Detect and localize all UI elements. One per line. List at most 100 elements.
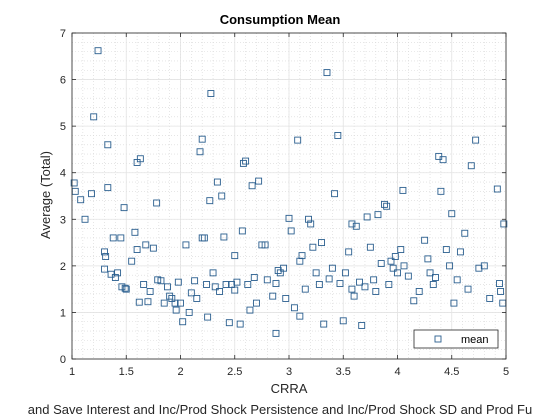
data-point [90, 113, 98, 121]
data-point [177, 299, 184, 307]
data-point [182, 241, 190, 249]
data-point [250, 274, 258, 281]
data-point [309, 243, 317, 251]
data-point [218, 192, 226, 200]
data-point [323, 69, 331, 77]
data-point [350, 292, 358, 300]
data-point [315, 281, 323, 288]
data-point [432, 274, 439, 281]
data-point [198, 234, 206, 242]
data-point [296, 257, 304, 265]
data-point [140, 281, 148, 288]
data-point [287, 227, 295, 235]
y-tick-label: 3 [60, 214, 66, 226]
y-tick-label: 1 [60, 307, 66, 319]
data-point [301, 285, 309, 293]
data-point [448, 210, 456, 218]
data-point [104, 141, 112, 149]
data-point [391, 253, 399, 260]
data-point [222, 281, 230, 288]
data-point [142, 241, 150, 249]
data-point [131, 228, 139, 236]
data-point [493, 185, 501, 193]
data-point [500, 220, 508, 228]
x-tick-label: 1.5 [119, 366, 134, 378]
data-point [88, 190, 95, 198]
data-point [70, 179, 78, 187]
data-point [429, 281, 437, 288]
data-point [421, 236, 429, 244]
data-point [334, 132, 342, 139]
data-point [331, 190, 339, 198]
data-point [415, 288, 423, 295]
data-point [203, 281, 210, 288]
data-point [467, 162, 475, 170]
data-point [133, 246, 141, 254]
data-point [361, 283, 369, 291]
data-point [274, 267, 282, 274]
data-point [174, 278, 182, 286]
data-point [305, 215, 312, 223]
data-point [252, 299, 260, 307]
data-point [280, 264, 288, 272]
data-point [233, 278, 241, 286]
data-point [341, 269, 349, 277]
data-point [356, 278, 363, 286]
data-point [225, 319, 233, 327]
data-point [370, 276, 378, 284]
data-point [171, 299, 179, 307]
x-tick-label: 2.5 [227, 366, 242, 378]
data-point [399, 186, 407, 194]
data-point [372, 288, 380, 295]
data-point [377, 260, 385, 267]
data-point [442, 246, 450, 254]
x-tick-label: 1 [69, 366, 75, 378]
data-point [294, 136, 302, 144]
data-point [193, 295, 201, 302]
data-point [144, 298, 152, 306]
data-point [358, 322, 366, 329]
data-point [348, 220, 356, 228]
data-point [238, 227, 246, 235]
x-axis-label: CRRA [271, 381, 308, 396]
data-point [366, 243, 374, 251]
data-point [120, 204, 128, 212]
data-point [246, 306, 254, 314]
data-point [81, 215, 89, 223]
data-point [439, 156, 447, 164]
data-point [387, 257, 395, 265]
data-point [239, 159, 247, 167]
data-point [497, 288, 505, 295]
y-tick-label: 7 [60, 28, 66, 40]
data-point [269, 292, 277, 300]
data-point [114, 269, 122, 277]
data-point [198, 135, 206, 143]
x-tick-label: 5 [503, 366, 509, 378]
data-point [101, 265, 109, 273]
data-point [339, 317, 347, 325]
data-point [146, 288, 154, 295]
data-point [453, 276, 461, 284]
data-point [272, 329, 280, 337]
data-point [153, 199, 161, 207]
data-point [363, 213, 371, 221]
data-point [157, 277, 165, 285]
axis-ticks [71, 32, 507, 360]
data-point [211, 283, 219, 291]
data-point [179, 318, 187, 326]
data-point [410, 297, 418, 305]
data-point [263, 276, 271, 284]
data-point [216, 288, 224, 295]
x-tick-label: 3.5 [336, 366, 351, 378]
data-point [282, 295, 290, 302]
data-point [475, 264, 483, 272]
data-point [220, 233, 228, 241]
data-point [480, 262, 488, 270]
data-point [397, 246, 405, 254]
data-point [381, 200, 388, 208]
data-point [136, 155, 144, 163]
data-point [255, 177, 263, 185]
data-point [111, 274, 119, 281]
